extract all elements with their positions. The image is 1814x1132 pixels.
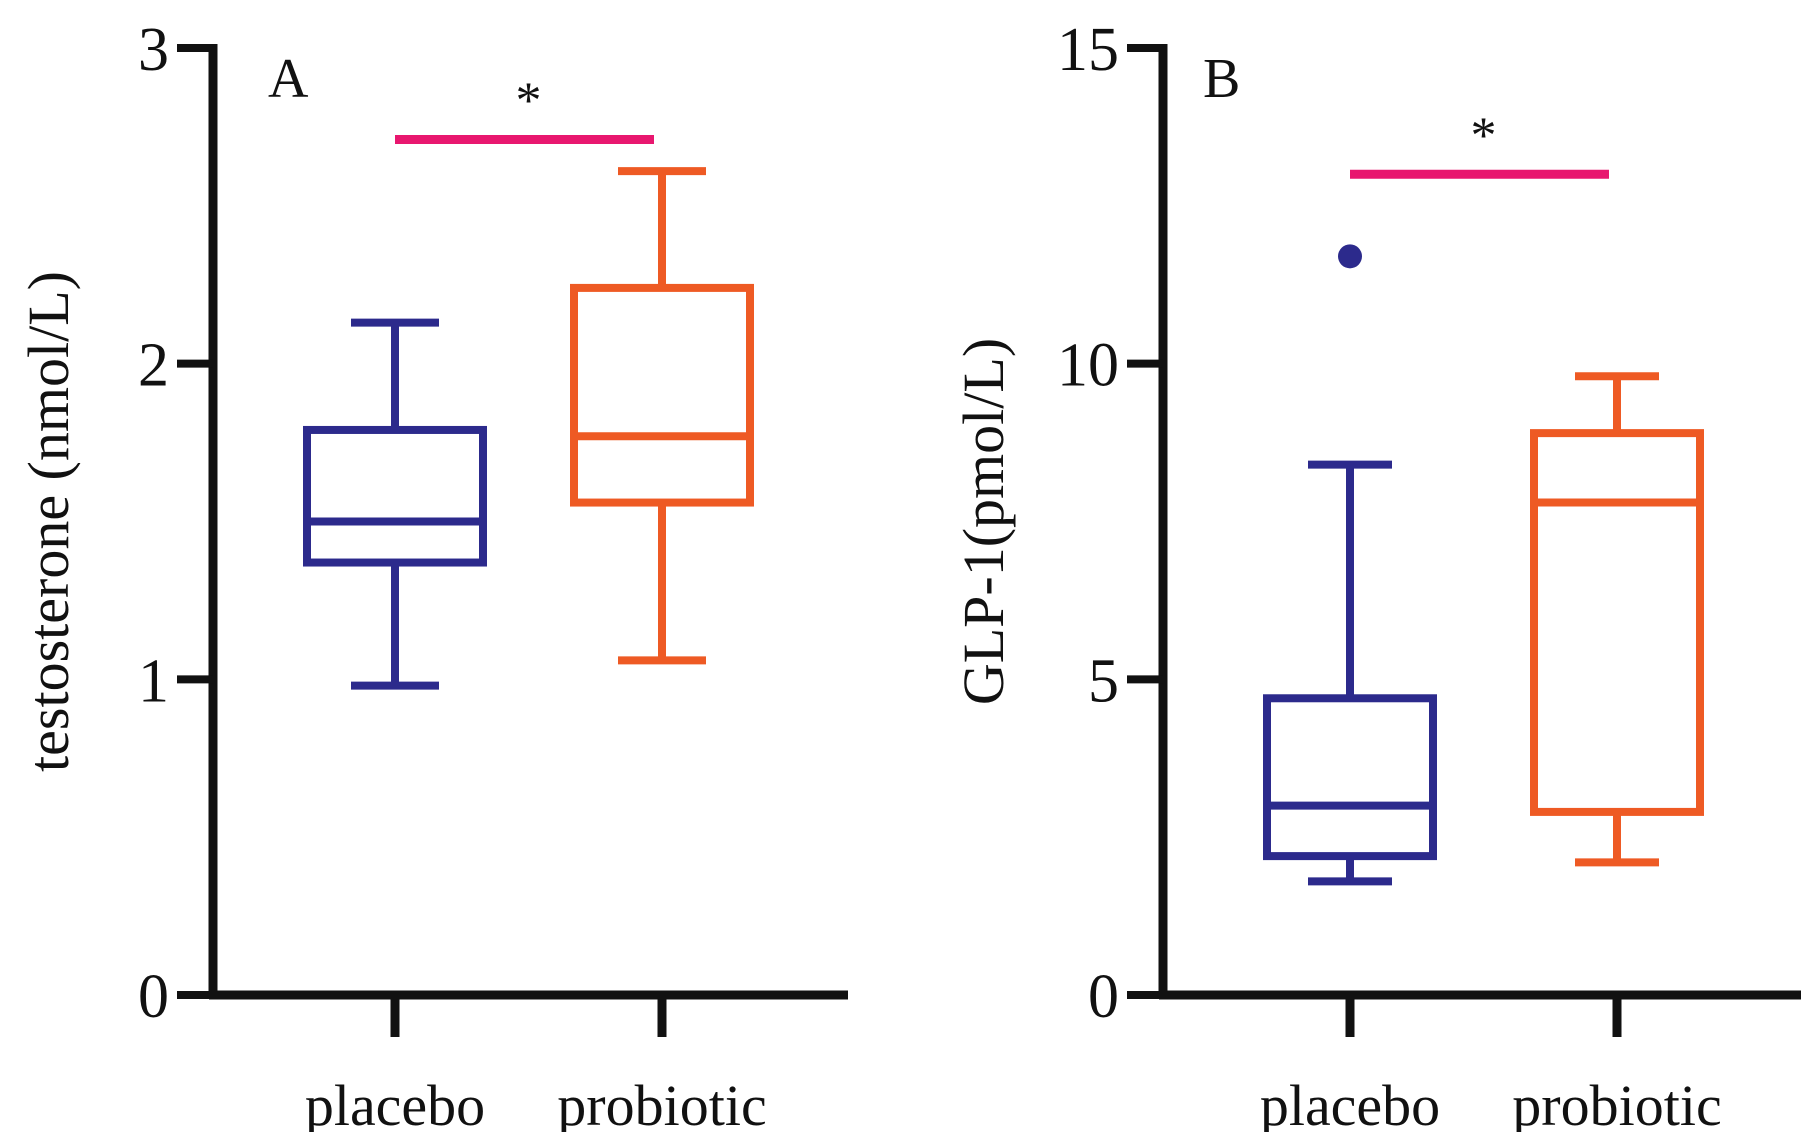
y-tick-label: 0 <box>138 963 169 1031</box>
x-tick-label: placebo <box>305 1073 485 1132</box>
panel-label: B <box>1203 48 1240 110</box>
significance-label: * <box>516 73 542 130</box>
box-probiotic <box>570 167 754 665</box>
y-axis-title: GLP-1(pmol/L) <box>951 338 1016 705</box>
box-iqr <box>1530 429 1704 816</box>
y-axis-title: testosterone (nmol/L) <box>16 271 81 772</box>
box-placebo <box>303 318 487 690</box>
box-placebo <box>1263 244 1437 886</box>
x-tick-label: probiotic <box>1512 1073 1721 1132</box>
significance-label: * <box>1471 107 1497 164</box>
y-tick-label: 2 <box>138 332 169 400</box>
y-tick-label: 5 <box>1088 647 1119 715</box>
y-tick-label: 1 <box>138 647 169 715</box>
y-tick-label: 0 <box>1088 963 1119 1031</box>
y-tick-label: 10 <box>1057 332 1119 400</box>
x-tick-label: placebo <box>1260 1073 1440 1132</box>
x-tick-label: probiotic <box>557 1073 766 1132</box>
y-tick-label: 15 <box>1057 16 1119 84</box>
outlier-point <box>1338 244 1362 269</box>
y-tick-label: 3 <box>138 16 169 84</box>
chart-panel-a: 0 1 2 3 placebo probiotic testosterone (nmol/L… <box>16 16 848 1132</box>
box-iqr <box>303 425 487 567</box>
chart-panel-b: 0 5 10 15 placebo probiotic GLP-1(pmol/L) B * <box>951 16 1801 1132</box>
panel-label: A <box>268 48 309 110</box>
box-iqr <box>1263 694 1437 861</box>
box-probiotic <box>1530 372 1704 867</box>
box-iqr <box>570 283 754 507</box>
